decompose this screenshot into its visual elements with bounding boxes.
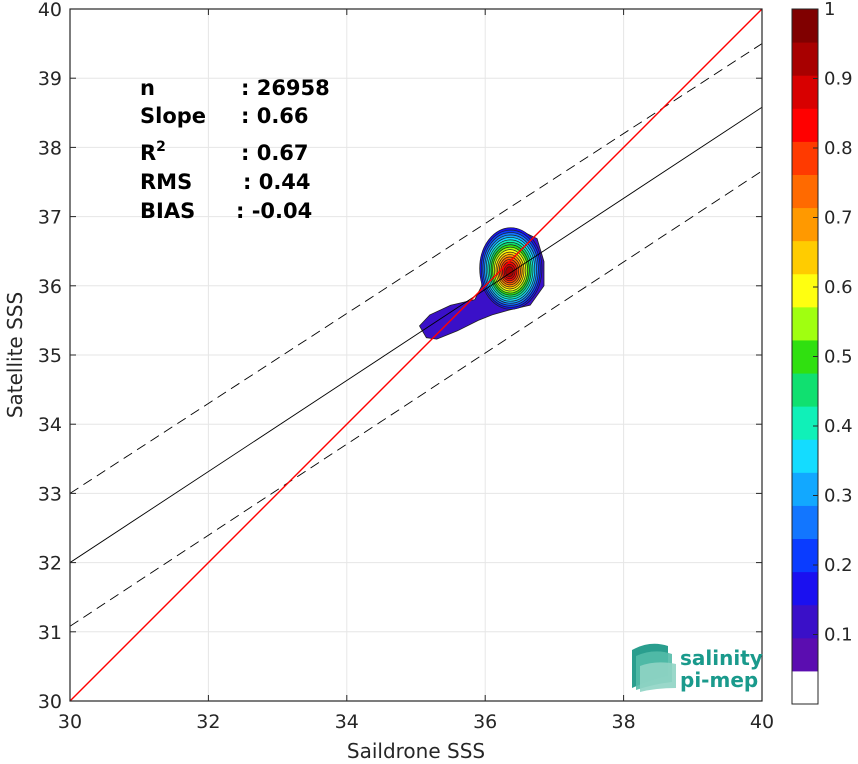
colorbar-tick-label: 0.3: [824, 486, 853, 507]
y-axis-ticks: 30 31 32 33 34 35 36 37 38 39 40: [38, 0, 762, 713]
stat-label: BIAS: [140, 199, 195, 223]
colorbar-segment: [792, 306, 818, 341]
colorbar-tick-label: 0.7: [824, 208, 853, 229]
colorbar-segment: [792, 472, 818, 506]
x-axis-title: Saildrone SSS: [347, 739, 485, 763]
logo-line1: salinity: [680, 646, 763, 670]
x-tick-label: 36: [473, 711, 497, 733]
colorbar-tick-label: 0.9: [824, 69, 853, 90]
colorbar-segment: [792, 604, 818, 639]
y-tick-label: 31: [38, 622, 62, 644]
colorbar-segment: [792, 637, 818, 672]
stats-box: n : 26958 Slope : 0.66 R2 : 0.67 RMS : 0.44 BIAS…: [140, 76, 330, 223]
fit-upper-dashed-line: [70, 43, 762, 494]
colorbar-tick-label: 0.4: [824, 416, 853, 437]
y-tick-label: 38: [38, 137, 62, 159]
fit-lower-dashed-line: [70, 170, 762, 627]
stat-value: : 0.66: [241, 104, 309, 128]
colorbar-segment: [792, 439, 818, 473]
y-tick-label: 34: [38, 414, 62, 436]
colorbar-segment: [792, 373, 818, 407]
stat-label: R2: [140, 139, 166, 165]
y-tick-label: 35: [38, 345, 62, 367]
y-axis-title: Satellite SSS: [3, 292, 27, 418]
y-tick-label: 32: [38, 553, 62, 575]
colorbar-segment: [792, 538, 818, 573]
colorbar-segment: [792, 75, 818, 109]
colorbar: 0.1 0.2 0.3 0.4 0.5 0.6 0.7 0.8 0.9 1: [791, 0, 853, 705]
salinity-pi-mep-logo: salinity pi-mep: [632, 643, 763, 692]
stat-value: : 26958: [241, 76, 330, 100]
logo-line2: pi-mep: [680, 668, 758, 692]
colorbar-tick-label: 0.1: [824, 625, 853, 646]
logo-waves-icon: [632, 643, 676, 692]
colorbar-tick-label: 0.5: [824, 347, 853, 368]
density-contours: [419, 227, 545, 340]
x-tick-label: 34: [335, 711, 359, 733]
y-tick-label: 36: [38, 276, 62, 298]
colorbar-segment: [792, 273, 818, 308]
x-tick-label: 38: [612, 711, 636, 733]
colorbar-segment: [792, 141, 818, 175]
colorbar-segment: [792, 505, 818, 540]
grid: [69, 8, 763, 702]
colorbar-segment: [792, 174, 818, 209]
colorbar-tick-label: 0.8: [824, 138, 853, 159]
colorbar-segment: [792, 42, 818, 76]
x-tick-label: 30: [58, 711, 82, 733]
colorbar-segment: [792, 108, 818, 142]
stat-value: : -0.04: [236, 199, 312, 223]
colorbar-segment: [792, 406, 818, 440]
stat-label: RMS: [140, 170, 192, 194]
stat-value: : 0.44: [243, 170, 311, 194]
colorbar-segment: [792, 9, 818, 43]
regression-lines: [70, 9, 762, 701]
stat-value: : 0.67: [241, 141, 309, 165]
x-tick-label: 32: [196, 711, 220, 733]
x-axis-ticks: 30 32 34 36 38 40: [58, 9, 774, 733]
y-tick-label: 37: [38, 207, 62, 229]
colorbar-tick-label: 1: [824, 0, 835, 20]
stat-label: Slope: [140, 104, 206, 128]
fit-line: [70, 106, 762, 563]
y-tick-label: 33: [38, 483, 62, 505]
y-tick-label: 39: [38, 68, 62, 90]
colorbar-segment: [792, 571, 818, 606]
colorbar-tick-label: 0.2: [824, 555, 853, 576]
y-tick-label: 40: [38, 0, 62, 21]
colorbar-segment: [792, 207, 818, 242]
colorbar-tick-label: 0.6: [824, 277, 853, 298]
identity-line: [70, 9, 762, 701]
x-tick-label: 40: [750, 711, 774, 733]
colorbar-segment: [792, 240, 818, 275]
y-tick-label: 30: [38, 691, 62, 713]
colorbar-segment: [792, 670, 818, 705]
stat-label: n: [140, 76, 155, 100]
